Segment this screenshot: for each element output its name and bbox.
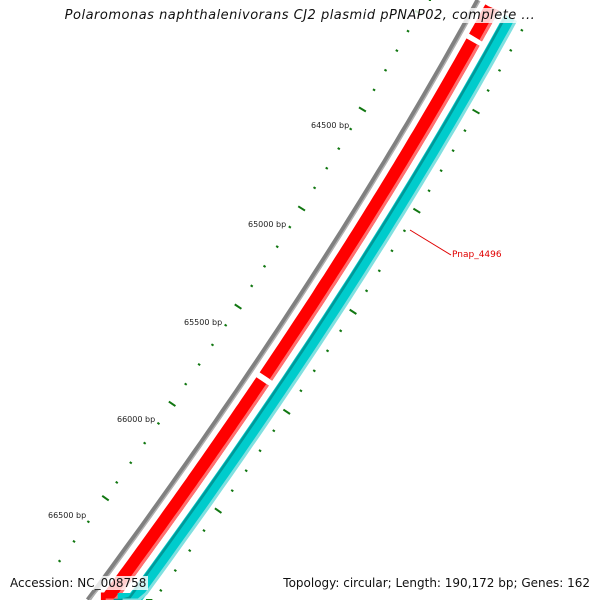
minor-tick-inner (406, 29, 410, 33)
major-tick-inner (297, 205, 306, 212)
forward-gene-highlight (269, 44, 480, 381)
backbone-ring-shade (89, 0, 481, 600)
minor-tick-inner (262, 264, 267, 268)
minor-tick-inner (275, 245, 279, 249)
major-tick-inner (234, 303, 242, 310)
tick-label: 65500 bp (184, 318, 223, 327)
major-tick-outer (349, 308, 357, 315)
minor-tick-outer (188, 548, 192, 553)
minor-tick-outer (299, 389, 303, 393)
minor-tick-outer (258, 449, 262, 453)
minor-tick-outer (312, 369, 316, 373)
tick-label: 65000 bp (248, 220, 287, 229)
minor-tick-inner (57, 559, 62, 563)
reverse-gene-feature[interactable] (117, 14, 517, 600)
minor-tick-outer (272, 429, 276, 433)
major-tick-inner (101, 494, 110, 502)
minor-tick-inner (383, 68, 388, 72)
forward-gene-feature[interactable] (259, 38, 480, 381)
minor-tick-inner (325, 166, 329, 170)
minor-tick-outer (159, 588, 163, 592)
minor-tick-outer (230, 489, 234, 493)
major-tick-outer (412, 207, 421, 214)
minor-tick-inner (156, 421, 161, 425)
minor-tick-outer (325, 349, 330, 353)
minor-tick-inner (129, 461, 133, 465)
minor-tick-inner (288, 225, 292, 229)
minor-tick-outer (509, 48, 513, 52)
summary-text: Topology: circular; Length: 190,172 bp; … (281, 576, 592, 590)
gene-label-leader-line (409, 229, 452, 256)
accession-text: Accession: NC_008758 (8, 576, 149, 590)
tick-label: 66500 bp (48, 511, 87, 520)
minor-tick-inner (72, 539, 76, 543)
major-tick-inner (358, 106, 367, 113)
gene-label-pnap-4496[interactable]: Pnap_4496 (452, 250, 502, 260)
reverse-gene-shade (113, 14, 508, 600)
major-tick-inner (168, 400, 176, 407)
tick-label: 64500 bp (311, 121, 350, 130)
minor-tick-inner (224, 323, 228, 327)
minor-tick-outer (451, 149, 455, 153)
minor-tick-inner (184, 382, 188, 386)
minor-tick-inner (143, 441, 147, 445)
minor-tick-outer (463, 129, 467, 133)
minor-tick-inner (197, 362, 201, 367)
minor-tick-outer (390, 249, 394, 253)
major-tick-outer (282, 408, 291, 415)
forward-gene-feature[interactable] (100, 377, 269, 600)
minor-tick-outer (339, 329, 343, 333)
minor-tick-inner (210, 343, 215, 347)
minor-tick-inner (395, 49, 399, 53)
map-title: Polaromonas naphthalenivorans CJ2 plasmi… (62, 8, 538, 23)
minor-tick-outer (497, 68, 502, 72)
minor-tick-outer (377, 269, 381, 273)
minor-tick-inner (337, 147, 341, 151)
minor-tick-inner (115, 480, 119, 484)
minor-tick-outer (244, 469, 248, 473)
minor-tick-inner (312, 186, 317, 190)
forward-gene-highlight (105, 383, 269, 600)
major-tick-outer (214, 507, 223, 514)
minor-tick-outer (486, 89, 490, 92)
minor-tick-inner (250, 284, 254, 288)
major-tick-outer (472, 108, 480, 115)
minor-tick-outer (439, 169, 443, 173)
minor-tick-outer (364, 289, 369, 293)
minor-tick-outer (520, 28, 524, 32)
minor-tick-inner (86, 520, 90, 524)
minor-tick-outer (427, 189, 431, 193)
minor-tick-outer (402, 229, 407, 233)
reverse-gene-highlight (122, 19, 518, 600)
backbone-ring (85, 0, 481, 600)
minor-tick-outer (173, 568, 177, 573)
minor-tick-inner (372, 88, 376, 92)
minor-tick-inner (349, 127, 353, 131)
tick-label: 66000 bp (117, 415, 156, 424)
minor-tick-outer (202, 529, 206, 533)
